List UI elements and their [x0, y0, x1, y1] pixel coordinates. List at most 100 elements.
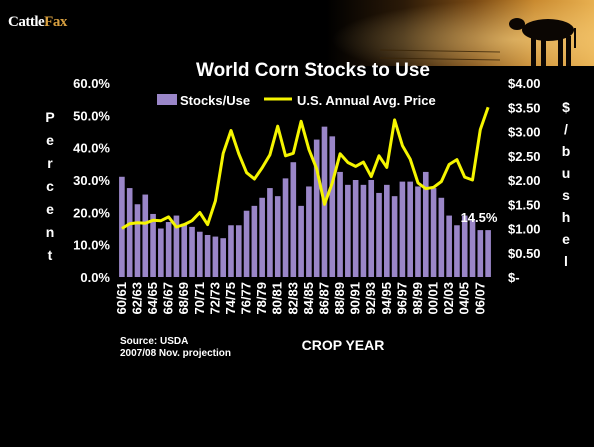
price-line	[121, 106, 490, 230]
y-axis-label-char: h	[562, 209, 571, 225]
bar	[134, 204, 141, 277]
left-tick-label: 10.0%	[73, 238, 110, 253]
cattlefax-logo: CattleFax	[8, 14, 67, 30]
x-tick-label: 72/73	[207, 282, 222, 315]
x-tick-label: 86/87	[317, 282, 332, 315]
bar	[267, 188, 273, 277]
x-tick-label: 82/83	[285, 282, 300, 315]
x-tick-label: 96/97	[394, 282, 409, 315]
right-tick-label: $0.50	[508, 246, 541, 261]
bar	[251, 205, 258, 277]
legend-bar-swatch	[157, 94, 177, 105]
x-tick-label: 90/91	[348, 282, 363, 315]
left-tick-label: 30.0%	[73, 173, 110, 188]
y-axis-label-char: t	[48, 247, 53, 263]
y-axis-label-char: b	[562, 143, 571, 159]
x-tick-label: 92/93	[363, 282, 378, 315]
bar	[142, 194, 149, 277]
left-tick-label: 40.0%	[73, 141, 110, 156]
chart-title: World Corn Stocks to Use	[196, 60, 430, 81]
bar	[274, 196, 281, 277]
x-tick-label: 02/03	[441, 282, 456, 315]
bar	[391, 196, 398, 277]
bar	[282, 178, 289, 277]
bar	[469, 220, 476, 277]
value-annotation: 14.5%	[461, 210, 498, 225]
y-axis-label-char: e	[46, 201, 54, 217]
x-tick-label: 94/95	[379, 282, 394, 315]
x-tick-label: 64/65	[145, 282, 160, 315]
y-axis-label-char: P	[45, 109, 54, 125]
left-axis-ticks: 60.0% 50.0% 40.0% 30.0% 20.0% 10.0% 0.0%	[73, 76, 110, 285]
right-tick-label: $2.50	[508, 149, 541, 164]
left-tick-label: 50.0%	[73, 108, 110, 123]
bar	[220, 238, 226, 277]
x-tick-label: 04/05	[457, 282, 472, 315]
bar	[368, 180, 375, 277]
left-tick-label: 60.0%	[73, 76, 110, 91]
y-axis-label-char: u	[562, 165, 571, 181]
bar	[243, 210, 250, 277]
bar	[438, 197, 445, 277]
bar	[384, 184, 390, 277]
legend-line-label: U.S. Annual Avg. Price	[297, 93, 436, 108]
bar	[360, 184, 367, 277]
bar	[158, 228, 164, 277]
bar	[329, 136, 336, 277]
bar	[290, 162, 297, 277]
x-tick-label: 80/81	[270, 282, 285, 315]
bar	[212, 236, 219, 277]
y-axis-label-char: $	[562, 99, 570, 115]
bar	[165, 222, 172, 277]
bar	[399, 181, 406, 277]
bar	[422, 171, 429, 277]
right-tick-label: $3.00	[508, 125, 541, 140]
x-tick-label: 84/85	[301, 282, 316, 315]
right-axis-ticks: $4.00 $3.50 $3.00 $2.50 $2.00 $1.50 $1.00 $0.50…	[508, 76, 541, 285]
bar	[430, 188, 437, 277]
y-axis-label-char: r	[47, 155, 53, 171]
x-axis-label: CROP YEAR	[302, 337, 385, 353]
right-tick-label: $3.50	[508, 100, 541, 115]
left-tick-label: 20.0%	[73, 205, 110, 220]
x-tick-label: 00/01	[426, 282, 441, 315]
legend-box	[152, 90, 470, 109]
source-line-1: Source: USDA	[120, 336, 188, 347]
x-tick-label: 62/63	[130, 282, 145, 315]
bar	[352, 180, 359, 277]
x-tick-label: 68/69	[176, 282, 191, 315]
bar	[150, 213, 156, 277]
right-tick-label: $4.00	[508, 76, 541, 91]
y-axis-label-char: e	[46, 132, 54, 148]
bar-series	[119, 126, 491, 278]
y-axis-label-char: n	[46, 224, 55, 240]
right-tick-label: $2.00	[508, 173, 541, 188]
x-tick-label: 74/75	[223, 282, 238, 315]
bar	[235, 225, 242, 277]
y-axis-label-char: c	[46, 178, 54, 194]
bar	[306, 186, 312, 277]
legend-bar-label: Stocks/Use	[180, 93, 250, 108]
bar	[477, 230, 484, 277]
bar	[376, 192, 382, 277]
bar	[461, 215, 468, 277]
x-axis-ticks: 60/61 62/63 64/65 66/67 68/69 70/71 72/73 74/75…	[114, 282, 487, 315]
bar	[313, 139, 320, 277]
bar	[337, 171, 343, 277]
x-tick-label: 06/07	[472, 282, 487, 315]
bar	[298, 205, 304, 277]
x-tick-label: 78/79	[254, 282, 269, 315]
bar	[228, 225, 234, 277]
bar	[126, 188, 133, 277]
y-axis-label-char: e	[562, 231, 570, 247]
bar	[454, 225, 460, 277]
bar	[181, 223, 188, 277]
bar	[415, 186, 421, 277]
cow-silhouette-icon	[379, 18, 576, 66]
right-tick-label: $1.50	[508, 197, 541, 212]
bar	[345, 184, 351, 277]
